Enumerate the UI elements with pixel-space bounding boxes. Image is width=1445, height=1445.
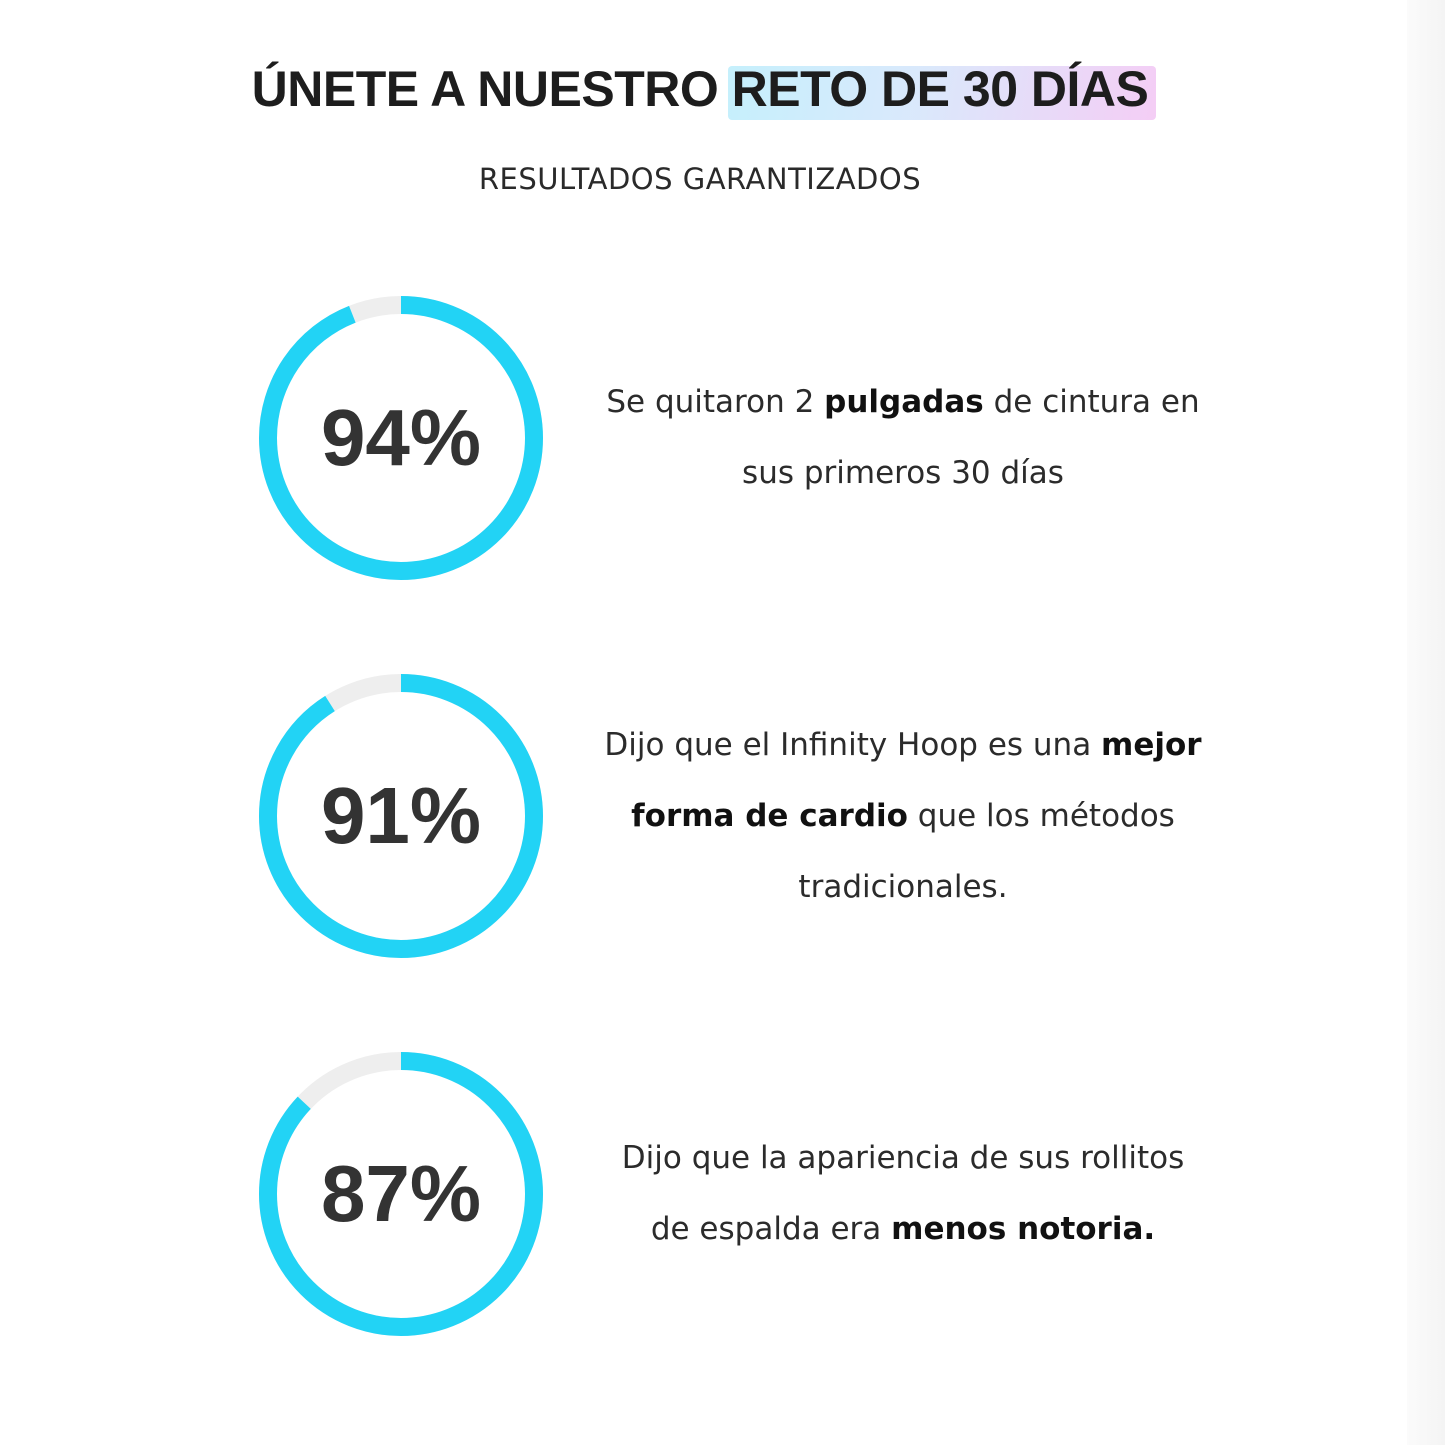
progress-ring-arc — [259, 674, 543, 958]
progress-ring-arc — [259, 1052, 543, 1336]
stat-percent: 87% — [320, 1149, 482, 1238]
stat-item: 87% Dijo que la apariencia de sus rollit… — [258, 1051, 1208, 1337]
title-prefix: ÚNETE A NUESTRO — [251, 61, 719, 117]
stat-item: 91% Dijo que el Infinity Hoop es una mej… — [258, 673, 1208, 959]
stat-description-emphasis: mejor forma de cardio — [631, 726, 1202, 834]
scroll-gutter — [1407, 0, 1445, 1445]
stat-description: Dijo que el Infinity Hoop es una mejor f… — [598, 673, 1208, 959]
stat-percent: 91% — [320, 771, 482, 860]
stat-percent: 94% — [320, 393, 482, 482]
progress-ring — [259, 296, 543, 580]
stat-description: Dijo que la apariencia de sus rollitos d… — [598, 1051, 1208, 1337]
stat-description: Se quitaron 2 pulgadas de cintura en sus… — [598, 295, 1208, 581]
stat-description-emphasis: pulgadas — [824, 384, 984, 420]
title-highlight: RETO DE 30 DÍAS — [727, 58, 1157, 120]
stat-description-segment: Dijo que la apariencia de sus rollitos d… — [621, 1140, 1185, 1247]
stat-description-segment: de cintura en sus primeros 30 días — [742, 384, 1200, 491]
progress-ring — [259, 1052, 543, 1336]
stat-description-text: Dijo que la apariencia de sus rollitos d… — [598, 1123, 1208, 1265]
page-subtitle: RESULTADOS GARANTIZADOS — [478, 162, 922, 196]
stat-description-segment: Se quitaron 2 — [606, 384, 825, 420]
progress-ring-arc — [259, 296, 543, 580]
stat-item: 94% Se quitaron 2 pulgadas de cintura en… — [258, 295, 1208, 581]
stat-description-segment: Dijo que el Infinity Hoop es una — [604, 726, 1102, 763]
stat-description-text: Se quitaron 2 pulgadas de cintura en sus… — [598, 367, 1208, 509]
progress-ring — [259, 674, 543, 958]
page-title: ÚNETE A NUESTRO RETO DE 30 DÍAS — [0, 58, 1400, 120]
stat-description-segment: que los métodos tradicionales. — [798, 797, 1175, 905]
title-highlight-text: RETO DE 30 DÍAS — [731, 61, 1149, 117]
stat-description-text: Dijo que el Infinity Hoop es una mejor f… — [598, 710, 1208, 923]
stat-description-emphasis: menos notoria. — [891, 1211, 1156, 1247]
